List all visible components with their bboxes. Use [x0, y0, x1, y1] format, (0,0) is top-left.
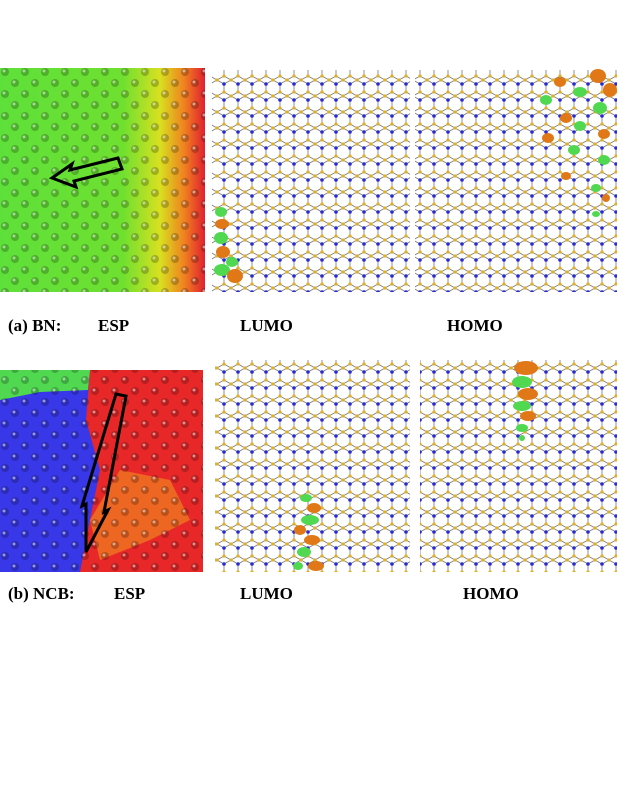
lumo-orbitals: [214, 207, 243, 283]
dipole-arrow: [48, 156, 124, 190]
view-label: ESP: [114, 584, 145, 603]
homo-orbitals: [512, 361, 538, 441]
lattice: [212, 70, 410, 292]
esp-atoms: [0, 68, 205, 292]
lattice: [420, 360, 617, 572]
esp-atoms: [0, 370, 203, 572]
view-label: LUMO: [240, 316, 293, 335]
view-label: LUMO: [240, 584, 293, 603]
view-label: HOMO: [463, 584, 519, 603]
dipole-arrow: [79, 392, 128, 553]
view-label: HOMO: [447, 316, 503, 335]
homo-orbitals: [540, 69, 617, 217]
lumo-orbitals: [293, 494, 324, 571]
view-label: ESP: [98, 316, 129, 335]
lattice: [415, 70, 617, 292]
panel-label: (a) BN:: [8, 316, 61, 335]
panel-label: (b) NCB:: [8, 584, 75, 603]
